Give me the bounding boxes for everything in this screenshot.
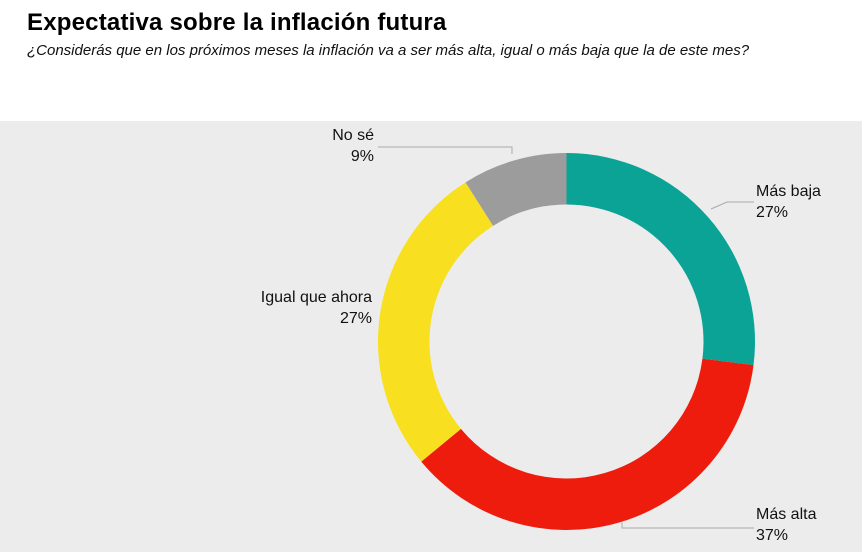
chart-header: Expectativa sobre la inflación futura ¿C… (27, 9, 827, 60)
segment-value: 9% (350, 148, 374, 165)
donut-segment-2 (377, 182, 494, 462)
label-igual-que-ahora: Igual que ahora 27% (261, 287, 372, 329)
page-title: Expectativa sobre la inflación futura (27, 9, 447, 36)
page-subtitle: ¿Considerás que en los próximos meses la… (27, 42, 750, 59)
segment-value: 27% (756, 204, 789, 221)
label-no-se: No sé 9% (332, 125, 374, 167)
mas-alta-leader-line (621, 522, 754, 529)
segment-value: 37% (756, 527, 789, 544)
segment-label: Más baja (756, 183, 821, 200)
segment-label: Igual que ahora (260, 289, 372, 306)
donut-segment-3 (465, 153, 567, 226)
donut-segments (377, 153, 755, 530)
mas-baja-leader-line (710, 201, 754, 210)
segment-label: No sé (332, 127, 374, 144)
label-mas-alta: Más alta 37% (756, 504, 816, 546)
donut-segment-1 (421, 358, 754, 530)
donut-segment-0 (566, 153, 755, 366)
no-se-leader-line (378, 146, 513, 154)
segment-label: Más alta (756, 506, 817, 523)
label-mas-baja: Más baja 27% (756, 181, 821, 223)
segment-value: 27% (339, 310, 372, 327)
